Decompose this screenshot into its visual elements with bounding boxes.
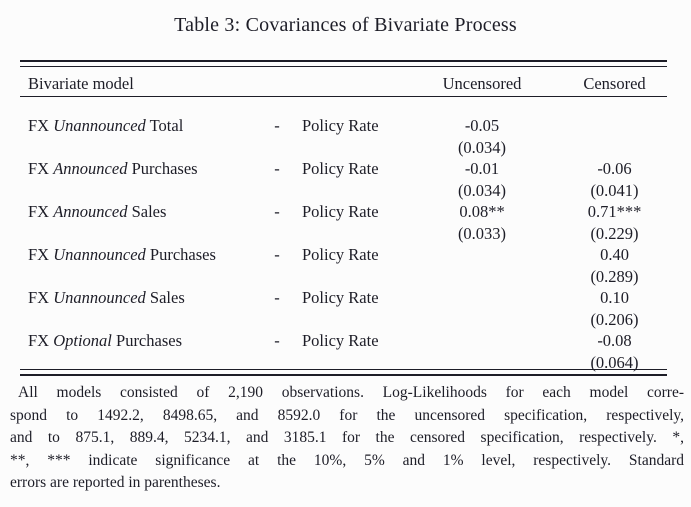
- column-header-censored: Censored: [583, 73, 646, 93]
- uncensored-std-error: (0.033): [457, 223, 507, 243]
- policy-rate-label: Policy Rate: [302, 116, 379, 135]
- covariance-table: Bivariate model Uncensored Censored FX U…: [20, 60, 667, 380]
- table-row: FX Announced Purchases - Policy Rate -0.…: [20, 158, 667, 201]
- table-title: Table 3: Covariances of Bivariate Proces…: [174, 14, 517, 36]
- policy-rate-label: Policy Rate: [302, 331, 379, 350]
- censored-estimate: 0.40: [600, 245, 629, 264]
- policy-rate-label: Policy Rate: [302, 159, 379, 178]
- uncensored-estimate: -0.05: [464, 116, 500, 135]
- uncensored-estimate: [402, 244, 562, 266]
- censored-std-error: (0.206): [590, 309, 639, 329]
- model-suffix: Sales: [149, 288, 185, 307]
- model-label: FX Unannounced Total: [20, 115, 262, 137]
- model-emphasis: Announced: [53, 202, 128, 221]
- uncensored-std-error: (0.034): [457, 180, 507, 200]
- model-suffix: Purchases: [149, 245, 216, 264]
- table-row: FX Unannounced Sales - Policy Rate 0.10 …: [20, 287, 667, 330]
- uncensored-cell: [402, 287, 562, 330]
- model-prefix: FX: [28, 202, 50, 221]
- model-emphasis: Unannounced: [53, 116, 146, 135]
- uncensored-cell: -0.05 (0.034): [402, 115, 562, 158]
- censored-cell: 0.71*** (0.229): [562, 201, 667, 244]
- footnote-line: spond to 1492.2, 8498.65, and 8592.0 for…: [10, 406, 684, 424]
- model-suffix: Sales: [131, 202, 167, 221]
- model-prefix: FX: [28, 288, 50, 307]
- censored-cell: -0.06 (0.041): [562, 158, 667, 201]
- censored-estimate: -0.06: [597, 159, 632, 178]
- table-body: FX Unannounced Total - Policy Rate -0.05…: [20, 115, 667, 373]
- censored-std-error: (0.289): [590, 266, 639, 286]
- footnote-line: All models consisted of 2,190 observatio…: [18, 384, 684, 401]
- censored-std-error: (0.041): [590, 180, 639, 200]
- table-row: FX Announced Sales - Policy Rate 0.08** …: [20, 201, 667, 244]
- top-rule-lower: [20, 65, 667, 68]
- model-emphasis: Optional: [53, 331, 112, 350]
- model-suffix: Total: [149, 116, 184, 135]
- model-label: FX Unannounced Purchases: [20, 244, 262, 266]
- model-suffix: Purchases: [131, 159, 198, 178]
- table-header-row: Bivariate model Uncensored Censored: [20, 71, 667, 96]
- model-prefix: FX: [28, 331, 50, 350]
- censored-cell: [562, 115, 667, 158]
- censored-cell: 0.10 (0.206): [562, 287, 667, 330]
- dash-separator: -: [274, 116, 280, 135]
- uncensored-estimate: [402, 330, 562, 352]
- censored-estimate: 0.71***: [587, 202, 642, 221]
- top-rule-upper: [20, 60, 667, 62]
- footnote-line: errors are reported in parentheses.: [10, 474, 221, 492]
- model-label: FX Optional Purchases: [20, 330, 262, 352]
- censored-cell: 0.40 (0.289): [562, 244, 667, 287]
- policy-rate-label: Policy Rate: [302, 288, 379, 307]
- uncensored-cell: [402, 330, 562, 373]
- uncensored-estimate: [402, 287, 562, 309]
- uncensored-cell: [402, 244, 562, 287]
- bottom-rule-upper: [20, 368, 667, 371]
- uncensored-cell: -0.01 (0.034): [402, 158, 562, 201]
- model-label: FX Announced Purchases: [20, 158, 262, 180]
- censored-cell: -0.08 (0.064): [562, 330, 667, 373]
- model-suffix: Purchases: [116, 331, 182, 350]
- table-row: FX Unannounced Purchases - Policy Rate 0…: [20, 244, 667, 287]
- table-footnote: All models consisted of 2,190 observatio…: [10, 382, 684, 495]
- model-label: FX Unannounced Sales: [20, 287, 262, 309]
- footnote-line: and to 875.1, 889.4, 5234.1, and 3185.1 …: [10, 429, 684, 447]
- footnote-line: **, *** indicate significance at the 10%…: [10, 451, 684, 469]
- censored-std-error: [562, 137, 667, 159]
- dash-separator: -: [274, 331, 280, 350]
- uncensored-std-error: (0.034): [457, 137, 507, 157]
- model-emphasis: Unannounced: [53, 245, 146, 264]
- model-emphasis: Unannounced: [53, 288, 146, 307]
- censored-estimate: 0.10: [600, 288, 629, 307]
- bottom-rule-lower: [20, 374, 667, 376]
- uncensored-estimate: -0.01: [464, 159, 500, 178]
- table-row: FX Optional Purchases - Policy Rate -0.0…: [20, 330, 667, 373]
- censored-estimate: [562, 115, 667, 137]
- uncensored-estimate: 0.08**: [459, 202, 505, 221]
- uncensored-std-error: [402, 309, 562, 331]
- dash-separator: -: [274, 245, 280, 264]
- model-emphasis: Announced: [53, 159, 128, 178]
- dash-separator: -: [274, 202, 280, 221]
- uncensored-cell: 0.08** (0.033): [402, 201, 562, 244]
- policy-rate-label: Policy Rate: [302, 202, 379, 221]
- model-prefix: FX: [28, 159, 50, 178]
- censored-std-error: (0.064): [590, 352, 639, 372]
- model-prefix: FX: [28, 116, 50, 135]
- table-row: FX Unannounced Total - Policy Rate -0.05…: [20, 115, 667, 158]
- uncensored-std-error: [402, 266, 562, 288]
- censored-std-error: (0.229): [590, 223, 639, 243]
- header-separator-rule: [20, 95, 667, 98]
- model-prefix: FX: [28, 245, 50, 264]
- censored-estimate: -0.08: [597, 331, 632, 350]
- column-header-model: Bivariate model: [28, 73, 134, 93]
- column-header-uncensored: Uncensored: [442, 73, 522, 93]
- dash-separator: -: [274, 288, 280, 307]
- dash-separator: -: [274, 159, 280, 178]
- policy-rate-label: Policy Rate: [302, 245, 379, 264]
- model-label: FX Announced Sales: [20, 201, 262, 223]
